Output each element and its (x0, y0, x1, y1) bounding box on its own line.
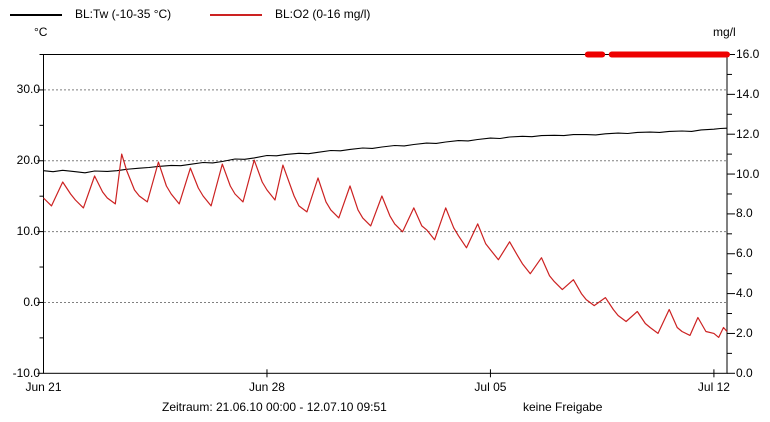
left-axis-tick-label: -10.0 (12, 365, 40, 380)
right-axis-tick-label: 8.0 (736, 206, 753, 221)
right-axis-tick-label: 4.0 (736, 286, 753, 301)
left-axis-tick-label: 20.0 (16, 153, 40, 168)
right-axis-tick-label: 2.0 (736, 325, 753, 340)
right-axis-tick-label: 6.0 (736, 246, 753, 261)
right-axis-tick-label: 10.0 (736, 166, 760, 181)
left-axis-tick-label: 30.0 (16, 82, 40, 97)
x-axis-tick-label: Jul 12 (697, 380, 730, 394)
right-axis-tick-label: 12.0 (736, 126, 760, 141)
right-axis-tick-label: 14.0 (736, 86, 760, 101)
legend-label-o2: BL:O2 (0-16 mg/l) (275, 7, 371, 21)
right-axis-unit-label: mg/l (713, 25, 736, 39)
legend-label-tw: BL:Tw (-10-35 °C) (75, 7, 172, 21)
left-axis-tick-label: 10.0 (16, 224, 40, 239)
legend-swatch-o2 (210, 14, 262, 16)
x-axis-tick-label: Jun 21 (25, 380, 62, 394)
right-axis-tick-label: 0.0 (736, 365, 753, 380)
time-range-label: Zeitraum: 21.06.10 00:00 - 12.07.10 09:5… (162, 400, 387, 414)
right-axis-tick-label: 16.0 (736, 47, 760, 61)
legend-swatch-tw (10, 14, 62, 16)
series-line-o2 (43, 153, 728, 338)
x-axis-tick-label: Jun 28 (248, 380, 285, 394)
plot-border (43, 54, 728, 374)
release-status-label: keine Freigabe (523, 400, 603, 414)
x-axis-tick-label: Jul 05 (474, 380, 507, 394)
left-axis-unit-label: °C (34, 25, 48, 39)
left-axis-tick-label: 0.0 (23, 294, 40, 309)
series-line-tw (43, 127, 728, 174)
